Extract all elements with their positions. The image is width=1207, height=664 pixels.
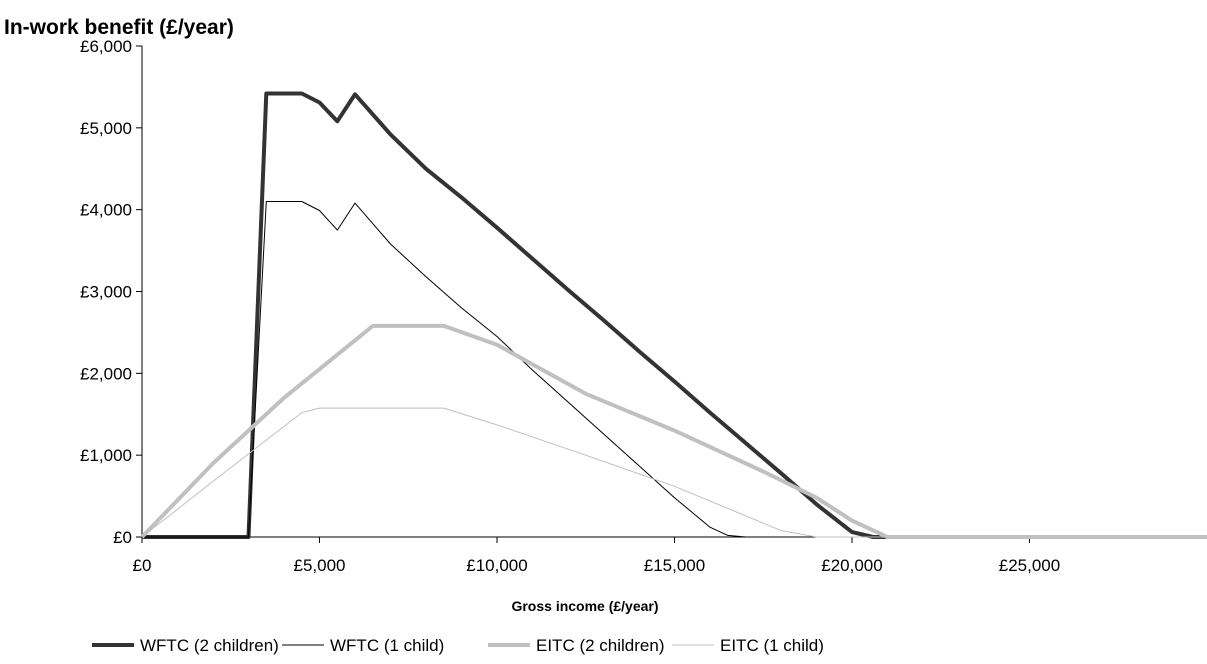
y-tick-label: £3,000 bbox=[80, 283, 132, 302]
y-tick-label: £0 bbox=[113, 528, 132, 547]
series-layer bbox=[140, 91, 1207, 539]
y-axis-title: In-work benefit (£/year) bbox=[4, 16, 234, 39]
x-tick-label: £5,000 bbox=[294, 556, 346, 575]
x-axis-title: Gross income (£/year) bbox=[511, 598, 658, 614]
series-line-eitc-1-child bbox=[141, 407, 1207, 538]
x-tick-label: £25,000 bbox=[999, 556, 1060, 575]
series-line-eitc-2-children bbox=[140, 323, 1207, 539]
y-tick-label: £2,000 bbox=[80, 364, 132, 383]
y-axis: £0 £1,000 £2,000 £3,000 £4,000 £5,000 £6,000 bbox=[80, 37, 142, 547]
legend-label-eitc-2-children: EITC (2 children) bbox=[536, 636, 664, 655]
y-tick-label: £4,000 bbox=[80, 201, 132, 220]
legend-label-wftc-1-child: WFTC (1 child) bbox=[330, 636, 444, 655]
legend: WFTC (2 children) WFTC (1 child) EITC (2 c… bbox=[92, 636, 824, 655]
y-tick-label: £5,000 bbox=[80, 119, 132, 138]
x-axis: £0 £5,000 £10,000 £15,000 £20,000 £25,000 bbox=[133, 537, 1060, 575]
series-line-wftc-2-children bbox=[142, 91, 1207, 539]
x-tick-label: £20,000 bbox=[821, 556, 882, 575]
y-tick-label: £6,000 bbox=[80, 37, 132, 56]
legend-label-eitc-1-child: EITC (1 child) bbox=[720, 636, 824, 655]
x-tick-label: £0 bbox=[133, 556, 152, 575]
legend-label-wftc-2-children: WFTC (2 children) bbox=[140, 636, 279, 655]
x-tick-label: £15,000 bbox=[644, 556, 705, 575]
series-line-wftc-1-child bbox=[142, 201, 1207, 538]
y-tick-label: £1,000 bbox=[80, 446, 132, 465]
x-tick-label: £10,000 bbox=[466, 556, 527, 575]
